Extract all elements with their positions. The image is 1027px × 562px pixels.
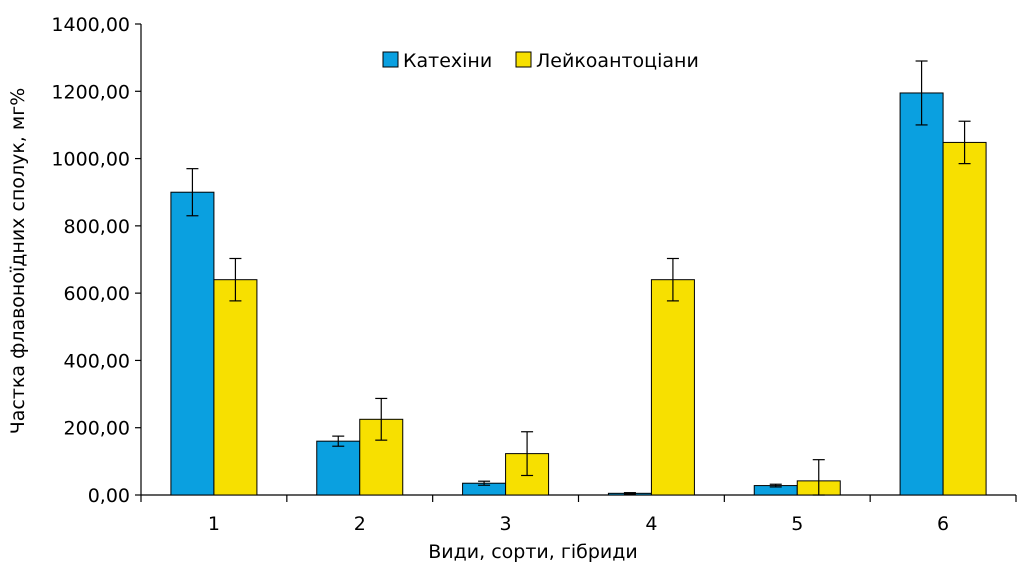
x-axis-title: Види, сорти, гібриди (428, 541, 637, 562)
bar-leikoantotsiany (213, 279, 258, 496)
bar-leikoantotsiany (650, 279, 695, 496)
bar-katekhiny (316, 440, 361, 496)
axes (135, 23, 1017, 502)
bar-katekhiny (170, 191, 215, 496)
legend: Катехіни Лейкоантоціани (382, 50, 699, 72)
y-tick-label: 1200,00 (51, 81, 130, 103)
x-tick-label: 5 (791, 513, 803, 535)
x-tick-label: 2 (354, 513, 366, 535)
error-bars (186, 60, 971, 496)
bar-leikoantotsiany (942, 141, 987, 496)
legend-label: Катехіни (403, 50, 492, 72)
bar-katekhiny (899, 92, 944, 496)
y-tick-label: 0,00 (88, 485, 130, 507)
x-tick-label: 1 (208, 513, 220, 535)
y-tick-label: 800,00 (64, 216, 130, 238)
bars (170, 92, 987, 496)
x-tick-label: 4 (645, 513, 657, 535)
legend-label: Лейкоантоціани (536, 50, 699, 72)
legend-swatch (382, 51, 399, 68)
y-tick-label: 1000,00 (51, 149, 130, 171)
y-tick-label: 400,00 (64, 350, 130, 372)
legend-swatch (515, 51, 532, 68)
y-tick-label: 200,00 (64, 418, 130, 440)
x-tick-label: 6 (937, 513, 949, 535)
y-tick-label: 600,00 (64, 283, 130, 305)
y-tick-label: 1400,00 (51, 14, 130, 36)
y-axis-title: Частка флавоноїдних сполук, мг% (7, 88, 29, 435)
tick-labels: 0,00 200,00 400,00 600,00 800,00 1000,00 1200,… (51, 14, 949, 535)
x-tick-label: 3 (500, 513, 512, 535)
